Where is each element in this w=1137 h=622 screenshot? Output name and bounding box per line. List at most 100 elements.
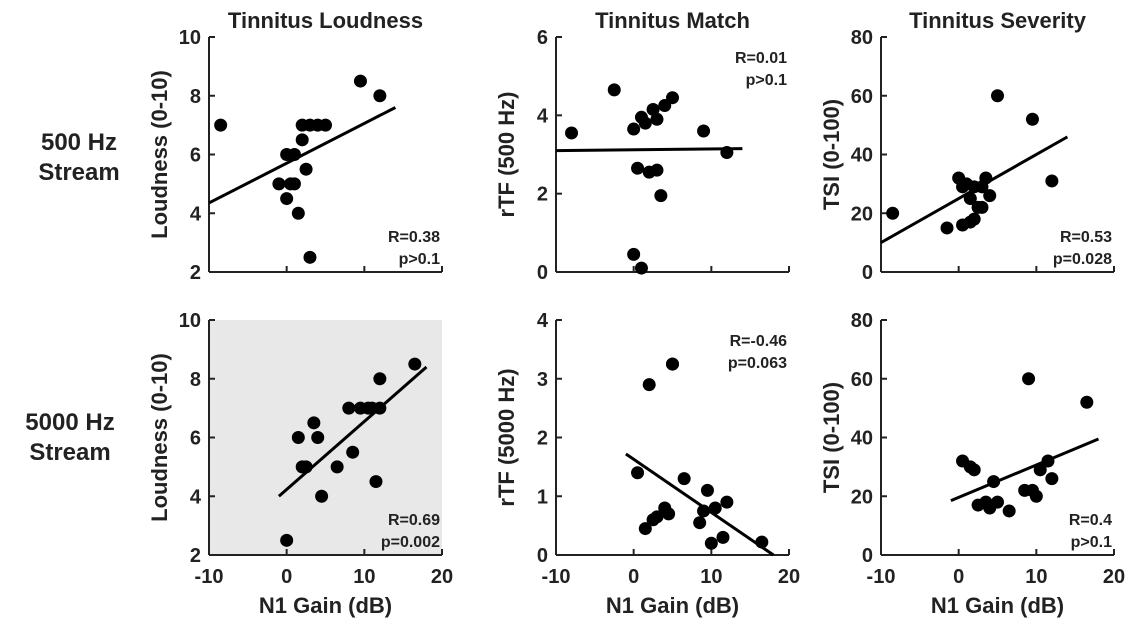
- y-tick-label: 60: [851, 369, 873, 391]
- panel-title: Tinnitus Match: [595, 8, 750, 33]
- data-point: [987, 475, 1001, 489]
- data-point: [1080, 395, 1094, 409]
- x-tick-label: 20: [1103, 566, 1125, 588]
- data-point: [755, 535, 769, 549]
- y-axis-label: TSI (0-100): [819, 382, 844, 493]
- regression-line: [625, 452, 775, 557]
- row-label-500hz-line1: 500 Hz: [40, 129, 118, 156]
- data-point: [1029, 489, 1043, 503]
- y-tick-label: 4: [537, 310, 549, 332]
- data-point: [1041, 454, 1055, 468]
- stat-p-annotation: p=0.002: [381, 534, 440, 551]
- row-label-5000hz-line1: 5000 Hz: [25, 409, 115, 436]
- stat-p-annotation: p=0.028: [1053, 251, 1112, 268]
- data-point: [280, 533, 294, 547]
- data-point: [720, 495, 734, 509]
- panel-3: 0 20 40 60 80 Tinnitus Severity TSI (0-100) R=0…: [819, 8, 1115, 284]
- row-label-5000hz-line2: Stream: [29, 439, 111, 466]
- x-tick-label: 0: [628, 566, 639, 588]
- stat-r-annotation: R=0.38: [388, 229, 440, 246]
- data-point: [631, 466, 645, 480]
- data-point: [662, 507, 676, 521]
- data-point: [214, 118, 228, 132]
- data-point: [650, 510, 664, 524]
- data-point: [666, 357, 679, 371]
- data-point: [991, 89, 1004, 103]
- data-point: [650, 163, 664, 177]
- panel-1: 2 4 6 8 10 Tinnitus Loudness Loudness (0-10) R=…: [147, 8, 443, 284]
- data-point: [631, 161, 645, 175]
- y-tick-label: 0: [537, 262, 548, 284]
- y-tick-label: 10: [179, 27, 201, 49]
- data-point: [315, 489, 329, 503]
- data-point: [272, 177, 286, 191]
- data-point: [708, 501, 722, 515]
- y-axis-label: rTF (500 Hz): [494, 92, 519, 218]
- data-point: [307, 416, 321, 430]
- x-tick-label: 10: [353, 566, 375, 588]
- row-label-500hz: 500 Hz Stream: [4, 128, 154, 188]
- y-tick-label: 0: [862, 262, 873, 284]
- y-tick-label: 80: [851, 27, 873, 49]
- data-point: [627, 247, 641, 261]
- data-point: [638, 522, 652, 536]
- y-tick-label: 2: [190, 262, 201, 284]
- x-tick-label: 10: [700, 566, 722, 588]
- data-point: [291, 206, 305, 220]
- y-axis-label: Loudness (0-10): [147, 70, 172, 239]
- y-tick-label: 1: [537, 486, 548, 508]
- data-point: [295, 118, 309, 132]
- x-tick-label: -10: [542, 566, 571, 588]
- y-tick-label: 40: [851, 428, 873, 450]
- data-point: [967, 212, 981, 226]
- data-point: [650, 112, 664, 126]
- y-tick-label: 10: [179, 310, 201, 332]
- y-tick-label: 60: [851, 86, 873, 108]
- data-point: [607, 83, 621, 97]
- data-point: [634, 261, 648, 275]
- x-tick-label: 10: [1025, 566, 1047, 588]
- data-point: [991, 495, 1004, 509]
- x-tick-label: 0: [281, 566, 292, 588]
- x-tick-label: -10: [195, 566, 224, 588]
- y-tick-label: 6: [537, 27, 548, 49]
- x-tick-label: 20: [431, 566, 453, 588]
- row-label-5000hz: 5000 Hz Stream: [0, 408, 145, 468]
- data-point: [666, 91, 679, 105]
- stat-r-annotation: R=-0.46: [730, 333, 787, 350]
- panel-title: Tinnitus Severity: [909, 8, 1087, 33]
- panel-2: 0 2 4 6 Tinnitus Match rTF (500 Hz) R=0.01 p>0.…: [494, 8, 790, 284]
- y-axis-label: rTF (5000 Hz): [494, 368, 519, 506]
- data-point: [638, 116, 652, 130]
- panel-title: Tinnitus Loudness: [228, 8, 423, 33]
- data-point: [311, 431, 325, 444]
- y-tick-label: 4: [190, 203, 202, 225]
- data-point: [1025, 112, 1039, 126]
- data-point: [940, 221, 954, 235]
- panel-highlight-background: [209, 320, 442, 555]
- data-point: [373, 372, 387, 386]
- data-point: [646, 102, 660, 116]
- data-point: [369, 475, 383, 489]
- data-point: [693, 516, 707, 530]
- data-point: [1033, 463, 1047, 477]
- x-axis-label: N1 Gain (dB): [931, 593, 1064, 618]
- y-tick-label: 4: [190, 486, 202, 508]
- data-point: [975, 200, 989, 214]
- y-tick-label: 6: [190, 145, 201, 167]
- data-point: [654, 189, 668, 203]
- stat-r-annotation: R=0.01: [735, 50, 787, 67]
- stat-r-annotation: R=0.69: [388, 512, 440, 529]
- data-point: [975, 180, 989, 194]
- data-point: [373, 401, 387, 415]
- data-point: [284, 177, 298, 191]
- data-point: [353, 74, 367, 88]
- data-point: [1045, 472, 1059, 486]
- data-point: [704, 536, 718, 550]
- regression-line: [277, 365, 428, 498]
- regression-line: [555, 147, 743, 153]
- regression-line: [950, 437, 1100, 503]
